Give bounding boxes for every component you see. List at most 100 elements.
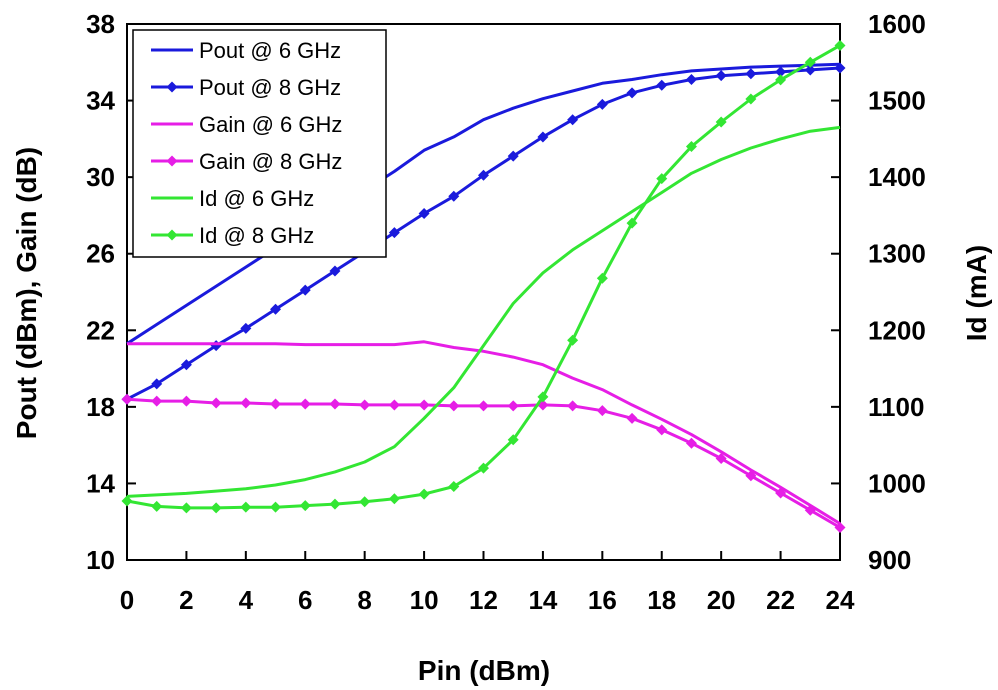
data-point (804, 64, 816, 76)
x-tick-label: 24 (826, 585, 855, 615)
legend-item: Gain @ 8 GHz (151, 149, 342, 174)
data-point (775, 487, 787, 499)
series-line (127, 340, 841, 525)
y2-tick-label: 1100 (868, 392, 924, 422)
legend-label: Id @ 6 GHz (199, 186, 314, 211)
data-point (685, 74, 697, 86)
series-line (126, 62, 841, 345)
data-point (626, 412, 638, 424)
data-point (537, 391, 549, 403)
data-point (834, 62, 846, 74)
data-point (715, 116, 727, 128)
data-point (834, 39, 846, 51)
data-point (359, 399, 371, 411)
data-point (210, 397, 222, 409)
data-point (745, 68, 757, 80)
data-point (685, 437, 697, 449)
series-layer (121, 39, 846, 533)
legend-item: Pout @ 8 GHz (151, 75, 341, 100)
data-point (685, 141, 697, 153)
legend-item: Gain @ 6 GHz (151, 112, 342, 137)
series-4 (126, 125, 841, 498)
x-axis-title: Pin (dBm) (418, 655, 550, 686)
x-tick-label: 6 (298, 585, 312, 615)
series-1 (121, 62, 846, 405)
series-2 (127, 340, 841, 525)
x-tick-label: 2 (179, 585, 193, 615)
data-point (448, 480, 460, 492)
data-point (775, 74, 787, 86)
data-point (626, 217, 638, 229)
y-tick-label: 38 (86, 9, 115, 39)
y-tick-label: 34 (86, 86, 115, 116)
data-point (567, 400, 579, 412)
data-point (567, 334, 579, 346)
data-point (804, 504, 816, 516)
legend-label: Gain @ 6 GHz (199, 112, 342, 137)
axis-ticks (126, 23, 841, 561)
legend-marker (166, 229, 178, 241)
x-tick-label: 16 (588, 585, 617, 615)
y2-tick-label: 1400 (868, 162, 926, 192)
data-point (180, 502, 192, 514)
data-point (388, 227, 400, 239)
data-point (359, 496, 371, 508)
legend-label: Id @ 8 GHz (199, 223, 314, 248)
data-point (656, 173, 668, 185)
x-tick-label: 18 (647, 585, 676, 615)
data-point (804, 56, 816, 68)
data-point (537, 131, 549, 143)
x-tick-label: 0 (120, 585, 134, 615)
data-point (596, 405, 608, 417)
x-tick-label: 4 (239, 585, 254, 615)
legend-label: Pout @ 8 GHz (199, 75, 341, 100)
data-point (210, 502, 222, 514)
data-point (299, 284, 311, 296)
data-point (151, 378, 163, 390)
data-point (507, 400, 519, 412)
data-point (388, 493, 400, 505)
data-point (180, 395, 192, 407)
data-point (834, 521, 846, 533)
x-tick-label: 8 (357, 585, 371, 615)
data-point (478, 400, 489, 412)
data-point (745, 93, 757, 105)
legend-marker (166, 155, 178, 167)
legend-item: Id @ 6 GHz (151, 186, 314, 211)
data-point (270, 303, 282, 315)
data-point (270, 501, 282, 513)
y2-axis-title: Id (mA) (961, 245, 992, 341)
legend-box (132, 29, 387, 258)
data-point (507, 434, 519, 446)
x-tick-label: 10 (410, 585, 439, 615)
legend-item: Id @ 8 GHz (151, 223, 314, 248)
data-point (329, 265, 341, 277)
y2-tick-label: 1500 (868, 86, 926, 116)
legend-marker (166, 81, 178, 93)
x-tick-label: 22 (766, 585, 795, 615)
data-point (715, 453, 727, 465)
data-point (478, 462, 489, 474)
data-point (299, 500, 311, 512)
data-point (240, 501, 252, 513)
data-point (418, 399, 430, 411)
x-tick-label: 20 (707, 585, 736, 615)
legend-label: Pout @ 6 GHz (199, 38, 341, 63)
data-point (329, 498, 341, 510)
y2-tick-label: 1300 (868, 239, 926, 269)
data-point (626, 87, 638, 99)
data-point (567, 114, 579, 126)
y-tick-label: 18 (86, 392, 115, 422)
data-point (388, 399, 400, 411)
legend-item: Pout @ 6 GHz (151, 38, 341, 63)
y-tick-label: 26 (86, 239, 115, 269)
data-point (240, 397, 252, 409)
x-tick-label: 14 (528, 585, 557, 615)
legend-label: Gain @ 8 GHz (199, 149, 342, 174)
y2-tick-label: 1200 (868, 315, 926, 345)
data-point (656, 424, 668, 436)
y-tick-label: 30 (86, 162, 115, 192)
data-point (596, 98, 608, 110)
data-point (180, 359, 192, 371)
